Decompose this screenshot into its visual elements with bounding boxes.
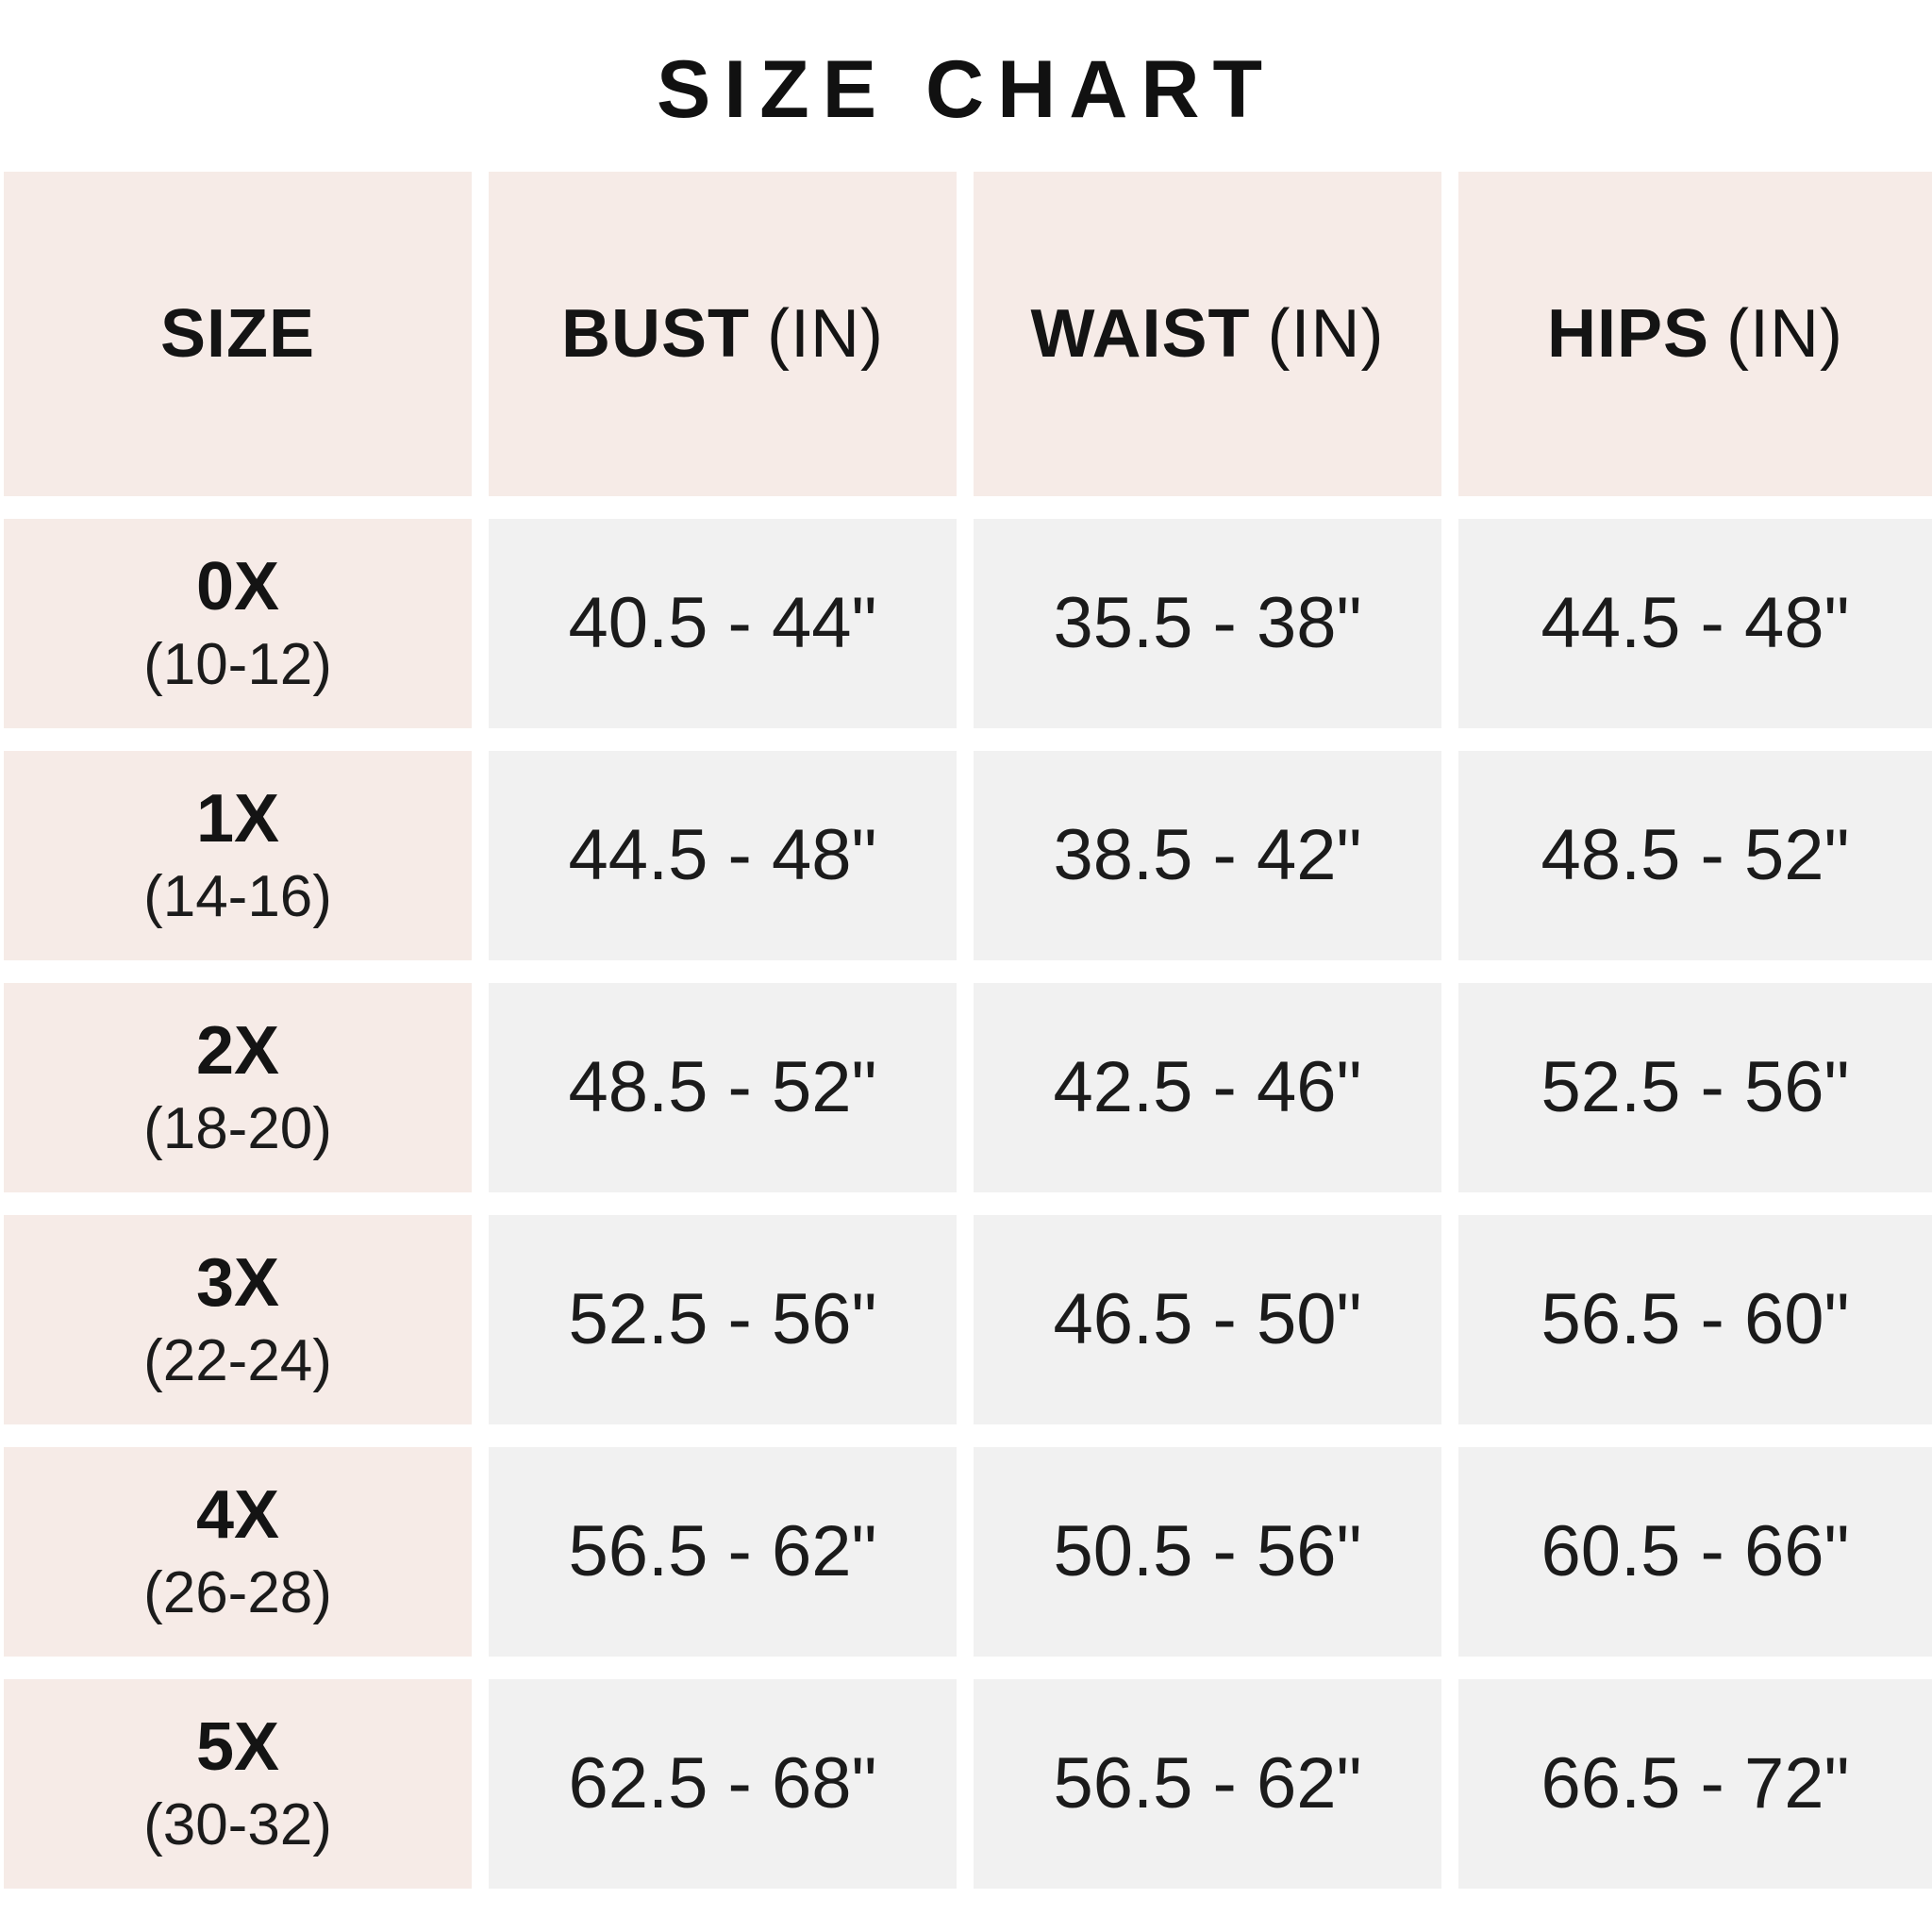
bust-cell: 48.5 - 52" [489,983,957,1192]
bust-cell: 52.5 - 56" [489,1215,957,1424]
page-title: SIZE CHART [657,44,1275,135]
size-label: 3X [195,1245,280,1321]
size-range: (30-32) [143,1792,332,1857]
size-cell: 1X (14-16) [4,751,472,960]
bust-cell: 62.5 - 68" [489,1679,957,1889]
header-label-size: SIZE [159,296,316,372]
size-range: (10-12) [143,632,332,697]
bust-value: 56.5 - 62" [568,1511,877,1591]
size-label: 4X [195,1477,280,1553]
size-cell: 5X (30-32) [4,1679,472,1889]
hips-value: 56.5 - 60" [1541,1279,1850,1359]
header-label-hips: HIPS [1547,296,1710,372]
waist-cell: 42.5 - 46" [974,983,1441,1192]
header-label-waist: WAIST [1030,296,1251,372]
header-label-bust: BUST [561,296,751,372]
size-chart-table: SIZE BUST (IN) WAIST (IN) HIPS (IN) 0X (10-… [4,172,1932,1889]
hips-cell: 66.5 - 72" [1458,1679,1932,1889]
header-unit-bust: (IN) [767,296,884,372]
bust-value: 52.5 - 56" [568,1279,877,1359]
hips-cell: 52.5 - 56" [1458,983,1932,1192]
waist-value: 38.5 - 42" [1053,815,1362,895]
header-unit-waist: (IN) [1267,296,1385,372]
header-cell-size: SIZE [4,172,472,496]
bust-value: 48.5 - 52" [568,1047,877,1127]
hips-value: 66.5 - 72" [1541,1743,1850,1824]
bust-cell: 40.5 - 44" [489,519,957,728]
bust-cell: 56.5 - 62" [489,1447,957,1657]
header-cell-bust: BUST (IN) [489,172,957,496]
header-cell-waist: WAIST (IN) [974,172,1441,496]
header-unit-hips: (IN) [1726,296,1843,372]
waist-cell: 56.5 - 62" [974,1679,1441,1889]
bust-value: 40.5 - 44" [568,583,877,663]
size-cell: 4X (26-28) [4,1447,472,1657]
size-cell: 3X (22-24) [4,1215,472,1424]
size-cell: 2X (18-20) [4,983,472,1192]
size-range: (26-28) [143,1560,332,1625]
size-range: (14-16) [143,864,332,929]
hips-cell: 48.5 - 52" [1458,751,1932,960]
waist-cell: 35.5 - 38" [974,519,1441,728]
waist-value: 35.5 - 38" [1053,583,1362,663]
hips-value: 52.5 - 56" [1541,1047,1850,1127]
bust-value: 44.5 - 48" [568,815,877,895]
waist-value: 56.5 - 62" [1053,1743,1362,1824]
waist-cell: 46.5 - 50" [974,1215,1441,1424]
waist-cell: 50.5 - 56" [974,1447,1441,1657]
size-label: 0X [195,549,280,625]
size-range: (22-24) [143,1328,332,1393]
header-cell-hips: HIPS (IN) [1458,172,1932,496]
waist-value: 46.5 - 50" [1053,1279,1362,1359]
size-label: 2X [195,1013,280,1089]
waist-value: 42.5 - 46" [1053,1047,1362,1127]
bust-value: 62.5 - 68" [568,1743,877,1824]
hips-cell: 56.5 - 60" [1458,1215,1932,1424]
size-range: (18-20) [143,1096,332,1161]
waist-cell: 38.5 - 42" [974,751,1441,960]
bust-cell: 44.5 - 48" [489,751,957,960]
waist-value: 50.5 - 56" [1053,1511,1362,1591]
hips-cell: 60.5 - 66" [1458,1447,1932,1657]
hips-value: 48.5 - 52" [1541,815,1850,895]
size-label: 1X [195,781,280,857]
hips-value: 60.5 - 66" [1541,1511,1850,1591]
hips-value: 44.5 - 48" [1541,583,1850,663]
hips-cell: 44.5 - 48" [1458,519,1932,728]
size-cell: 0X (10-12) [4,519,472,728]
size-label: 5X [195,1709,280,1785]
